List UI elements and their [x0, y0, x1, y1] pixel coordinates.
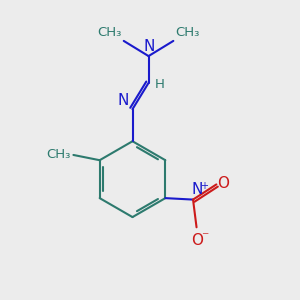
Text: CH₃: CH₃ [97, 26, 122, 39]
Text: N: N [191, 182, 203, 197]
Text: N: N [118, 93, 129, 108]
Text: +: + [200, 182, 208, 191]
Text: O: O [217, 176, 229, 191]
Text: O: O [191, 232, 203, 247]
Text: CH₃: CH₃ [47, 148, 71, 161]
Text: N: N [144, 39, 155, 54]
Text: ⁻: ⁻ [201, 230, 208, 244]
Text: H: H [155, 78, 165, 91]
Text: CH₃: CH₃ [176, 26, 200, 39]
